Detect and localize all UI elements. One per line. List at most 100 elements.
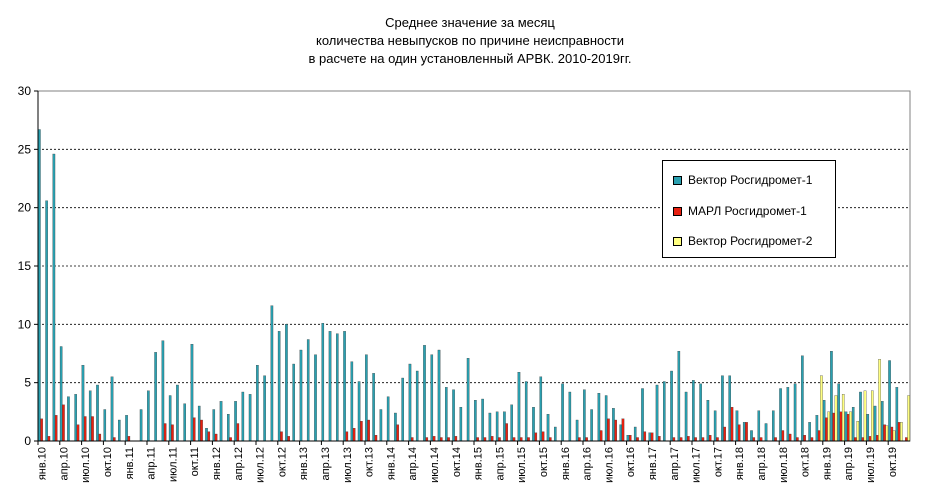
bar-series-1: [692, 380, 695, 442]
bar-series-2: [672, 437, 676, 442]
bar-series-1: [881, 401, 884, 442]
legend-label-vector-2: Вектор Росгидромет-2: [688, 234, 813, 248]
bar-series-1: [713, 410, 717, 442]
bar-series-2: [113, 437, 116, 442]
bar-series-2: [432, 436, 436, 442]
bar-series-1: [168, 395, 172, 442]
bar-series-1: [808, 422, 811, 442]
bar-series-1: [844, 411, 848, 442]
y-tick-label: 15: [18, 259, 32, 273]
bar-series-2: [287, 436, 290, 442]
bar-series-1: [764, 423, 768, 442]
bar-series-1: [604, 395, 608, 442]
x-tick-label: апр.13: [320, 447, 332, 480]
bar-series-1: [626, 435, 630, 442]
bar-series-1: [277, 331, 281, 442]
x-tick-label: окт.15: [538, 447, 550, 477]
bar-series-3: [863, 390, 867, 442]
x-tick-label: июл.19: [865, 447, 877, 483]
bar-series-1: [510, 404, 513, 442]
bar-series-1: [524, 381, 528, 442]
bar-series-1: [430, 354, 434, 442]
x-tick-label: июл.14: [429, 447, 441, 483]
x-tick-label: окт.11: [189, 447, 201, 476]
bar-series-2: [490, 436, 494, 442]
bar-series-2: [868, 436, 872, 442]
bar-series-1: [110, 376, 114, 442]
bar-series-1: [336, 333, 339, 442]
bar-series-2: [788, 433, 792, 442]
y-tick-label: 0: [24, 434, 31, 448]
bar-series-1: [357, 381, 361, 442]
bar-series-1: [401, 377, 404, 442]
bar-series-2: [47, 436, 51, 442]
bar-series-2: [440, 437, 443, 442]
bar-series-1: [147, 390, 150, 442]
bar-series-1: [292, 363, 295, 442]
bar-series-2: [861, 437, 865, 442]
bar-series-1: [154, 352, 157, 442]
x-tick-label: янв.15: [473, 447, 485, 480]
bar-series-1: [139, 409, 143, 442]
bar-series-1: [379, 409, 383, 442]
bar-series-1: [539, 376, 543, 442]
bar-series-2: [883, 424, 886, 442]
bar-series-3: [885, 425, 889, 442]
bar-series-3: [834, 395, 838, 442]
bar-series-1: [721, 375, 724, 442]
bar-series-2: [803, 435, 806, 442]
bar-series-1: [830, 351, 833, 442]
bar-series-1: [735, 410, 739, 442]
bar-series-1: [517, 372, 521, 442]
bar-series-2: [832, 412, 835, 442]
bar-series-2: [512, 437, 516, 442]
bar-series-1: [227, 414, 230, 442]
bar-series-2: [854, 437, 857, 442]
bar-series-3: [892, 430, 896, 442]
bar-series-1: [190, 344, 194, 442]
bar-series-1: [423, 345, 426, 442]
bar-series-2: [636, 437, 639, 442]
legend-item-vector-2: Вектор Росгидромет-2: [673, 234, 812, 248]
bar-series-2: [679, 437, 683, 442]
bar-series-2: [716, 437, 719, 442]
bar-series-2: [345, 431, 349, 442]
bar-series-2: [701, 437, 705, 442]
x-tick-label: янв.19: [821, 447, 833, 480]
x-tick-label: янв.17: [647, 447, 659, 480]
legend-item-vector-1: Вектор Росгидромет-1: [673, 173, 812, 187]
bar-series-2: [54, 415, 58, 442]
bar-series-1: [801, 355, 804, 442]
bar-series-1: [568, 391, 572, 442]
x-tick-label: июл.15: [516, 447, 528, 483]
bar-series-2: [425, 437, 429, 442]
x-tick-label: апр.10: [58, 447, 70, 480]
bar-series-1: [263, 375, 266, 442]
x-tick-label: апр.16: [582, 447, 594, 480]
bar-series-3: [856, 421, 860, 442]
bar-series-1: [176, 384, 179, 442]
bar-series-1: [815, 415, 819, 442]
bar-series-1: [408, 363, 412, 442]
bar-series-1: [663, 381, 666, 442]
bar-series-2: [723, 426, 726, 442]
x-tick-label: янв.16: [560, 447, 572, 480]
bar-series-1: [561, 383, 564, 442]
x-tick-label: окт.14: [451, 447, 463, 477]
bar-series-2: [447, 437, 450, 442]
bar-series-2: [708, 435, 712, 442]
bar-series-2: [229, 437, 232, 442]
bar-series-1: [583, 389, 586, 442]
y-tick-label: 20: [18, 201, 32, 215]
bar-series-1: [793, 383, 797, 442]
bar-series-1: [38, 129, 41, 442]
bar-series-1: [786, 387, 790, 442]
bar-series-3: [900, 422, 903, 442]
bar-series-1: [866, 414, 870, 442]
y-tick-label: 25: [18, 142, 32, 156]
bar-series-2: [650, 432, 654, 442]
bar-series-1: [59, 346, 63, 442]
bar-series-2: [745, 422, 748, 442]
bar-series-3: [871, 390, 874, 442]
x-tick-label: апр.11: [146, 447, 158, 480]
